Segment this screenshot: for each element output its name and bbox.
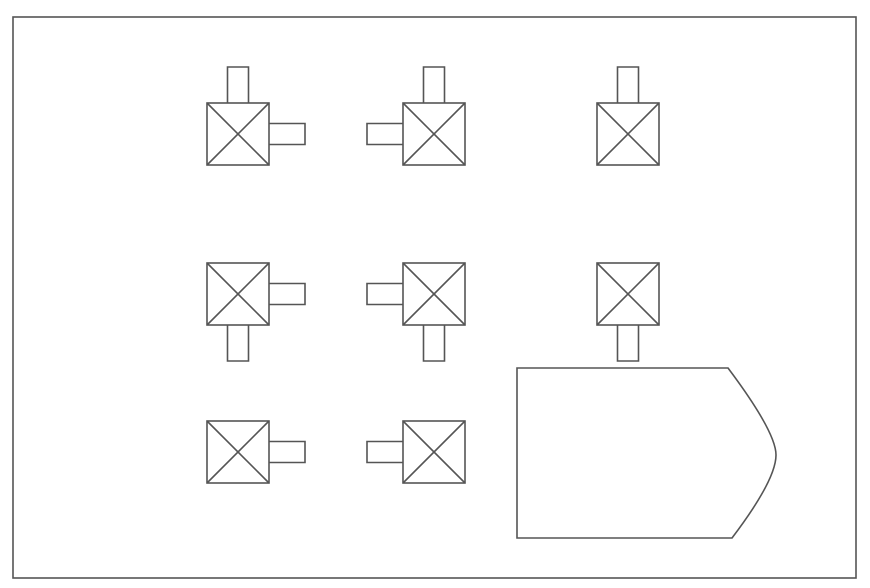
node-r2c1 (206, 262, 306, 362)
large-pentagon-shape (516, 367, 777, 539)
node-r3c2 (366, 420, 466, 484)
node-r2c3-diagonal-b (596, 262, 660, 326)
node-r2c2-square (402, 262, 466, 326)
node-r1c3-arm-top (616, 66, 640, 103)
node-r1c2-diagonal-b (402, 102, 466, 166)
node-r1c3-square (596, 102, 660, 166)
node-r3c1-arm-right (269, 440, 306, 464)
node-r2c3-square (596, 262, 660, 326)
node-r1c1 (206, 66, 306, 166)
node-r1c1-arm-right (269, 122, 306, 146)
nodes-layer (206, 66, 660, 484)
node-r2c1-square (206, 262, 270, 326)
node-r3c2-arm-left (366, 440, 403, 464)
node-r1c1-arm-top (226, 66, 250, 103)
node-r1c1-square (206, 102, 270, 166)
node-r2c1-arm-bottom (226, 325, 250, 362)
node-r1c2-square (402, 102, 466, 166)
outer-frame (12, 16, 857, 579)
node-r3c1-diagonal-b (206, 420, 270, 484)
node-r1c2 (366, 66, 466, 166)
node-r2c3-arm-bottom (616, 325, 640, 362)
node-r1c1-diagonal-b (206, 102, 270, 166)
node-r3c1-square (206, 420, 270, 484)
node-r2c2-arm-left (366, 282, 403, 306)
node-r3c2-diagonal-b (402, 420, 466, 484)
node-r1c3-diagonal-b (596, 102, 660, 166)
node-r2c1-arm-right (269, 282, 306, 306)
node-r2c3 (596, 262, 660, 362)
node-r2c2-diagonal-b (402, 262, 466, 326)
node-r2c1-diagonal-b (206, 262, 270, 326)
node-r1c2-arm-top (422, 66, 446, 103)
node-r1c3 (596, 66, 660, 166)
node-r3c1 (206, 420, 306, 484)
node-r3c2-square (402, 420, 466, 484)
node-r2c2-arm-bottom (422, 325, 446, 362)
node-r1c2-arm-left (366, 122, 403, 146)
node-r2c2 (366, 262, 466, 362)
